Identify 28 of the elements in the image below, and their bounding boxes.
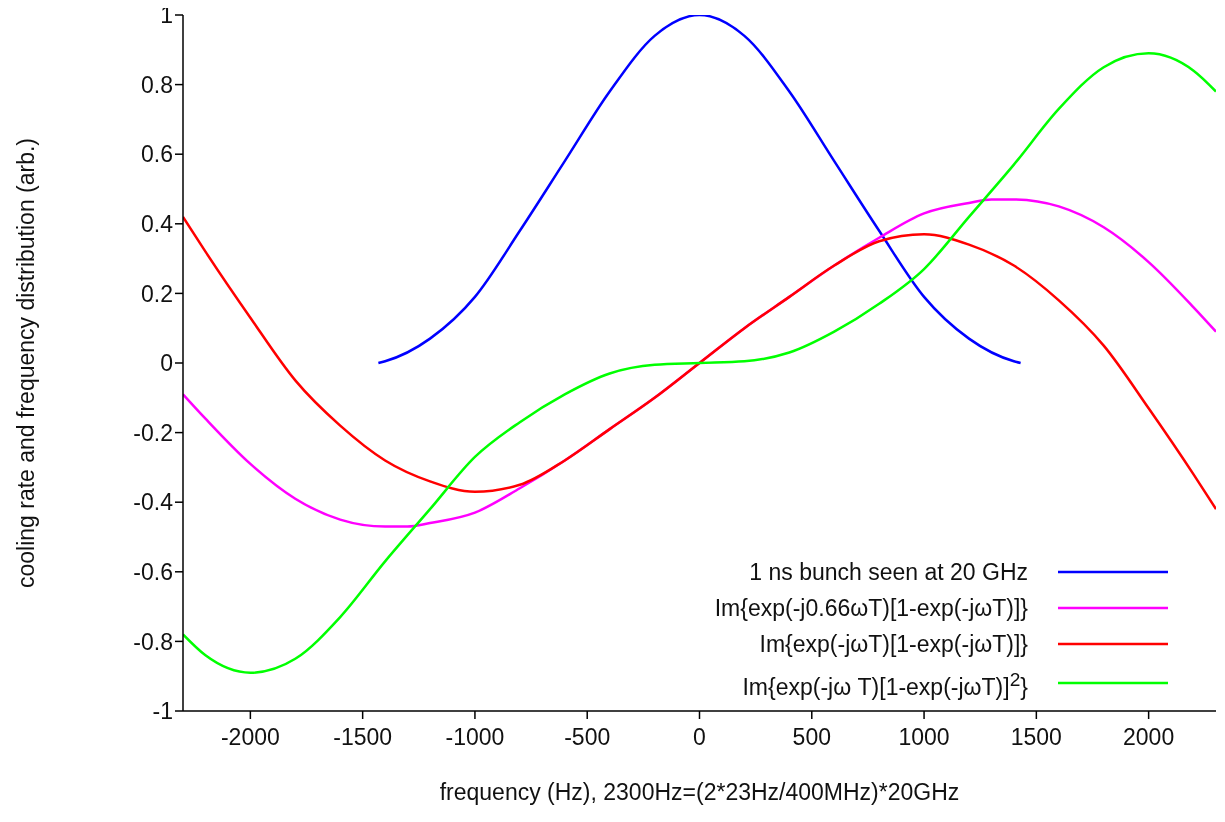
legend-label: Im{exp(-jω T)[1-exp(-jωT)]$^{2}$} <box>742 668 1028 702</box>
x-tick-label: 2000 <box>1123 724 1175 751</box>
x-tick-label: -500 <box>564 724 611 751</box>
x-tick-label: 1000 <box>898 724 950 751</box>
line-series <box>183 52 1216 674</box>
y-tick-label: 0.8 <box>141 71 173 98</box>
legend-label: 1 ns bunch seen at 20 GHz <box>749 558 1028 587</box>
x-tick-label: 0 <box>693 724 706 751</box>
y-tick-label: -0.4 <box>133 489 174 516</box>
y-tick-label: -0.2 <box>133 419 173 446</box>
x-axis-title: frequency (Hz), 2300Hz=(2*23Hz/400MHz)*20GHz <box>439 779 960 805</box>
y-tick-label: 1 <box>160 2 173 29</box>
x-tick-label: 500 <box>792 724 831 751</box>
x-tick-label: -1000 <box>445 724 505 751</box>
y-tick-label: -0.6 <box>133 558 173 585</box>
legend-label: Im{exp(-jωT)[1-exp(-jωT)]} <box>759 630 1028 659</box>
x-tick-label: 1500 <box>1010 724 1062 751</box>
x-tick-label: -2000 <box>220 724 280 751</box>
y-tick-label: 0.6 <box>141 141 173 168</box>
y-tick-label: -1 <box>152 698 173 725</box>
legend-label: Im{exp(-j0.66ωT)[1-exp(-jωT)]} <box>714 594 1028 623</box>
y-tick-label: -0.8 <box>133 628 173 655</box>
y-tick-label: 0.4 <box>141 210 174 237</box>
y-tick-label: 0 <box>160 350 173 377</box>
y-axis-title: cooling rate and frequency distribution (arb.) <box>13 137 40 589</box>
y-tick-label: 0.2 <box>141 280 173 307</box>
line-series <box>377 15 1022 365</box>
x-tick-label: -1500 <box>333 724 393 751</box>
